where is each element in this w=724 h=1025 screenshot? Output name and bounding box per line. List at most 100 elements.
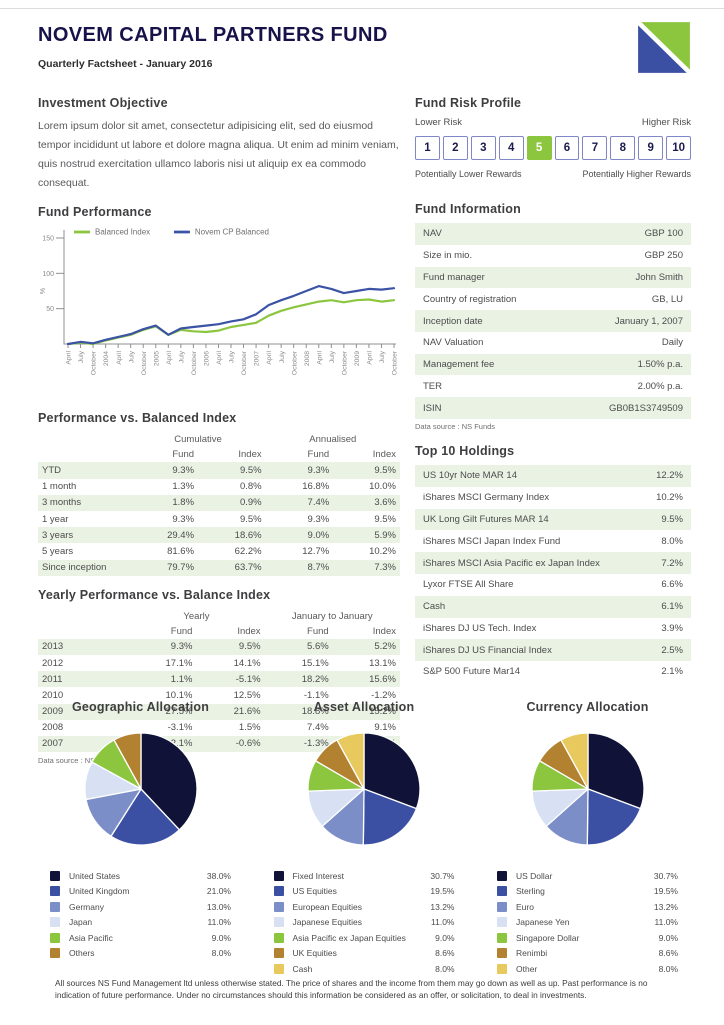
legend-value: 30.7%: [430, 870, 455, 881]
x-tick-label: April: [266, 351, 273, 365]
table-row: Since inception 79.7% 63.7% 8.7% 7.3%: [38, 559, 400, 576]
x-tick-label: July: [78, 351, 85, 364]
legend-label: Japan: [69, 917, 93, 928]
item-label: iShares DJ US Tech. Index: [423, 622, 537, 634]
item-label: Country of registration: [423, 293, 517, 305]
lower-rewards-label: Potentially Lower Rewards: [415, 169, 522, 179]
legend-value: 38.0%: [206, 870, 231, 881]
row-label: 2012: [42, 657, 64, 669]
risk-level-2: 2: [442, 136, 468, 160]
row-value: 9.3%: [128, 638, 197, 655]
legend-row: Fixed Interest 30.7%: [273, 868, 455, 884]
row-value: 18.8%: [264, 703, 333, 720]
item-label: iShares MSCI Japan Index Fund: [423, 535, 561, 547]
pie-slice: [363, 732, 421, 810]
page-subtitle: Quarterly Factsheet - January 2016: [38, 58, 213, 70]
row-value: 0.9%: [198, 494, 266, 511]
item-value: 2.5%: [661, 644, 683, 656]
item-value: GB, LU: [651, 293, 683, 305]
legend-swatch: [50, 948, 60, 959]
legend-value: 8.6%: [435, 948, 455, 959]
row-value: 1.3%: [172, 481, 195, 493]
legend-swatch: [497, 870, 507, 881]
top-divider: [0, 8, 724, 9]
item-value: GBP 250: [644, 250, 683, 262]
row-value: 1.8%: [130, 494, 199, 511]
risk-level-4: 4: [498, 136, 524, 160]
x-tick-label: October: [392, 351, 399, 376]
list-item: iShares DJ US Tech. Index 3.9%: [415, 618, 691, 640]
row-value: 9.5%: [198, 462, 266, 479]
x-tick-label: July: [379, 351, 386, 364]
item-value: 3.9%: [661, 622, 683, 634]
row-value: 9.0%: [265, 527, 334, 544]
column-label: Index: [237, 625, 261, 637]
item-value: 7.2%: [661, 557, 683, 569]
legend-swatch: [273, 901, 284, 912]
row-label: 2010: [42, 689, 64, 701]
item-label: ISIN: [423, 402, 442, 414]
list-item: Fund manager John Smith: [415, 266, 691, 289]
pie-chart-svg: [307, 732, 421, 846]
legend-value: 8.6%: [658, 948, 678, 959]
item-label: iShares MSCI Asia Pacific ex Japan Index: [423, 557, 600, 569]
legend-value: 9.0%: [658, 932, 678, 943]
row-label: 1 month: [42, 481, 77, 493]
row-value: 29.4%: [130, 527, 199, 544]
row-value: -1.2%: [371, 689, 396, 701]
item-label: Size in mio.: [423, 250, 473, 262]
x-tick-label: July: [178, 351, 185, 364]
pie-slice: [362, 788, 418, 846]
item-label: iShares DJ US Financial Index: [423, 644, 552, 656]
item-label: Management fee: [423, 359, 495, 371]
page-title: NOVEM CAPITAL PARTNERS FUND: [38, 24, 388, 46]
y-tick-label: 150: [42, 236, 54, 243]
disclaimer-text: All sources NS Fund Management ltd unles…: [55, 978, 648, 1001]
legend-value: 9.0%: [435, 932, 455, 943]
risk-level-5: 5: [526, 136, 552, 160]
item-label: Lyxor FTSE All Share: [423, 579, 514, 591]
column-group-label: Cumulative: [174, 434, 222, 446]
top-holdings-table: US 10yr Note MAR 14 12.2% iShares MSCI Ger…: [415, 465, 691, 683]
row-label: 1 year: [42, 513, 69, 525]
asset-allocation-block: Asset Allocation Fixed Interest 30.7% US E…: [258, 700, 471, 977]
legend-label: Japanese Equities: [292, 917, 362, 928]
list-item: iShares DJ US Financial Index 2.5%: [415, 639, 691, 662]
legend-row: US Equities 19.5%: [273, 884, 455, 900]
legend-swatch: [273, 948, 284, 959]
x-tick-label: 2009: [354, 351, 361, 366]
row-value: 9.3%: [172, 513, 195, 525]
legend-label: United Kingdom: [69, 886, 130, 897]
row-value: -3.1%: [167, 722, 193, 734]
legend-label: Balanced Index: [95, 228, 150, 237]
row-value: 5.6%: [264, 638, 333, 655]
table-row: 5 years 81.6% 62.2% 12.7% 10.2%: [38, 543, 400, 559]
column-label: Fund: [307, 449, 330, 461]
group-header-row: Cumulative Annualised: [38, 432, 400, 447]
row-value: 18.2%: [264, 671, 333, 688]
fund-performance-title: Fund Performance: [38, 205, 152, 220]
line-chart-svg: 50 100 150% April July October 2004 April July Oc…: [40, 228, 399, 376]
list-item: S&P 500 Future Mar14 2.1%: [415, 661, 691, 683]
item-label: Inception date: [423, 315, 483, 327]
list-item: iShares MSCI Asia Pacific ex Japan Index…: [415, 552, 691, 574]
risk-level-6: 6: [554, 136, 580, 160]
left-column: Investment Objective Lorem ipsum dolor s…: [38, 96, 400, 765]
row-label: 3 years: [38, 527, 131, 544]
x-tick-label: April: [216, 351, 223, 365]
legend-label: Cash: [292, 963, 313, 974]
column-label: Index: [372, 625, 396, 637]
legend-value: 19.5%: [653, 886, 678, 897]
row-value: -5.1%: [196, 671, 265, 688]
legend-row: Asia Pacific ex Japan Equities 9.0%: [273, 930, 455, 946]
legend-label: Others: [69, 948, 95, 959]
list-item: US 10yr Note MAR 14 12.2%: [415, 465, 691, 487]
legend-row: Japanese Equities 11.0%: [273, 915, 455, 931]
x-tick-label: April: [316, 351, 323, 365]
fund-performance-chart: 50 100 150% April July October 2004 April July Oc…: [38, 222, 400, 405]
row-value: 9.5%: [239, 513, 262, 525]
pie-slice: [586, 732, 645, 810]
row-value: 62.2%: [234, 545, 262, 557]
row-value: 9.1%: [374, 722, 396, 734]
row-value: 79.7%: [130, 559, 199, 576]
